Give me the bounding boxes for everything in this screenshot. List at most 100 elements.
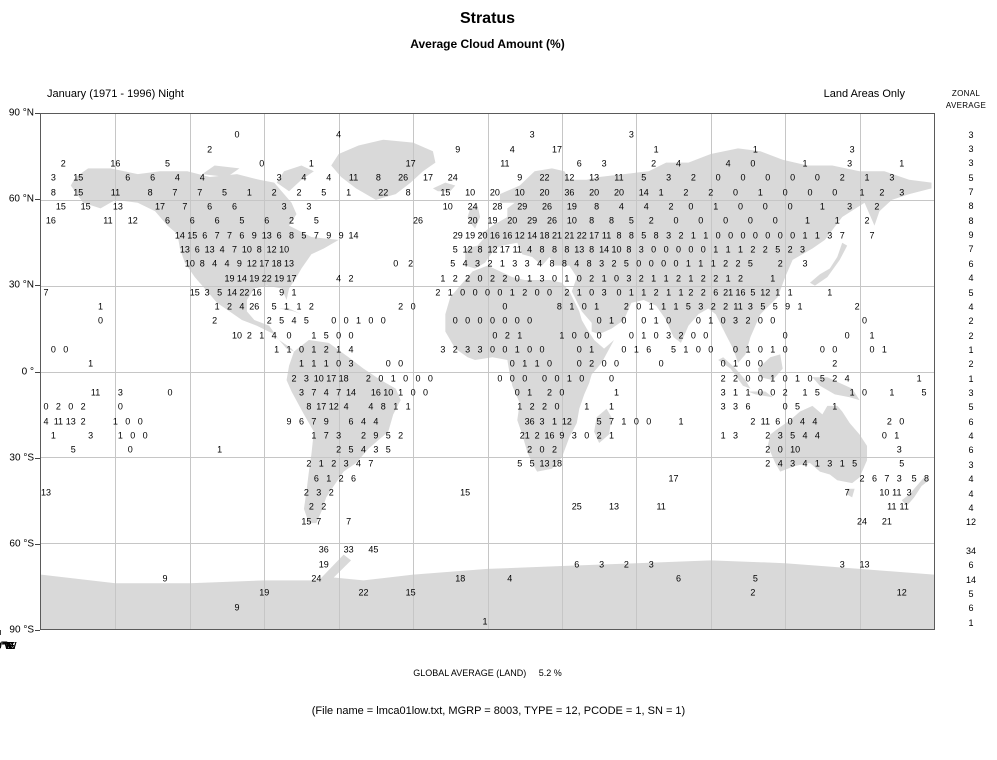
cloud-amount-value: 9	[559, 430, 565, 441]
cloud-amount-value: 0	[385, 358, 391, 369]
cloud-amount-value: 8	[551, 244, 557, 255]
cloud-amount-value: 24	[467, 201, 478, 212]
cloud-amount-value: 36	[318, 544, 329, 555]
cloud-amount-value: 0	[720, 358, 726, 369]
zonal-average-value: 12	[965, 517, 977, 528]
cloud-amount-value: 0	[765, 230, 771, 241]
cloud-amount-value: 1	[698, 258, 704, 269]
cloud-amount-value: 14	[599, 244, 610, 255]
cloud-amount-value: 0	[648, 258, 654, 269]
cloud-amount-value: 0	[502, 344, 508, 355]
cloud-amount-value: 0	[661, 258, 667, 269]
x-axis-label: 30 °E	[0, 641, 13, 652]
zonal-average-value: 5	[968, 402, 974, 413]
cloud-amount-value: 6	[313, 473, 319, 484]
landmass-victoria-island	[202, 165, 240, 177]
cloud-amount-value: 33	[343, 544, 354, 555]
cloud-amount-value: 3	[601, 158, 607, 169]
cloud-amount-value: 0	[117, 401, 123, 412]
x-axis-label: 0 °	[0, 641, 7, 652]
cloud-amount-value: 5	[313, 215, 319, 226]
cloud-amount-value: 4	[224, 258, 230, 269]
cloud-amount-value: 2	[854, 301, 860, 312]
cloud-amount-value: 2	[360, 430, 366, 441]
cloud-amount-value: 3	[475, 258, 481, 269]
cloud-amount-value: 16	[489, 230, 500, 241]
x-axis-label: 120 °E	[0, 641, 16, 652]
cloud-amount-value: 2	[291, 373, 297, 384]
cloud-amount-value: 2	[266, 315, 272, 326]
cloud-amount-value: 8	[589, 244, 595, 255]
cloud-amount-value: 9	[251, 230, 257, 241]
cloud-amount-value: 5	[385, 444, 391, 455]
cloud-amount-value: 1	[564, 273, 570, 283]
cloud-amount-value: 7	[336, 387, 342, 398]
cloud-amount-value: 13	[112, 201, 123, 212]
zonal-average-value: 3	[968, 129, 974, 140]
cloud-amount-value: 0	[782, 401, 788, 412]
zonal-average-value: 1	[968, 373, 974, 384]
cloud-amount-value: 4	[326, 172, 332, 183]
cloud-amount-value: 0	[527, 315, 533, 326]
cloud-amount-value: 8	[375, 172, 381, 183]
cloud-amount-value: 8	[256, 244, 262, 255]
cloud-amount-value: 3	[628, 129, 634, 140]
cloud-amount-value: 3	[336, 430, 342, 441]
cloud-amount-value: 3	[896, 444, 902, 455]
cloud-amount-value: 5	[239, 215, 245, 226]
x-axis-label: 60 °W	[0, 641, 14, 652]
cloud-amount-value: 0	[690, 330, 696, 341]
cloud-amount-value: 1	[296, 301, 302, 312]
cloud-amount-value: 3	[839, 559, 845, 570]
cloud-amount-value: 5	[795, 401, 801, 412]
cloud-amount-value: 1	[613, 387, 619, 398]
cloud-amount-value: 0	[862, 387, 868, 398]
cloud-amount-value: 8	[477, 244, 483, 255]
cloud-amount-value: 2	[710, 301, 716, 312]
cloud-amount-value: 5	[641, 172, 647, 183]
cloud-amount-value: 0	[862, 315, 868, 326]
cloud-amount-value: 5	[596, 416, 602, 427]
landmass-new-zealand	[901, 477, 930, 506]
cloud-amount-value: 7	[182, 201, 188, 212]
zonal-average-value: 5	[968, 172, 974, 183]
gridline-horizontal	[41, 199, 934, 201]
cloud-amount-value: 8	[586, 258, 592, 269]
cloud-amount-value: 1	[569, 301, 575, 312]
cloud-amount-value: 0	[137, 416, 143, 427]
cloud-amount-value: 1	[326, 473, 332, 484]
cloud-amount-value: 14	[226, 287, 238, 298]
cloud-amount-value: 11	[601, 230, 612, 241]
cloud-amount-value: 2	[207, 144, 213, 155]
cloud-amount-value: 3	[847, 201, 853, 212]
cloud-amount-value: 29	[527, 215, 538, 226]
cloud-amount-value: 36	[524, 416, 535, 427]
cloud-amount-value: 0	[613, 273, 619, 283]
cloud-amount-value: 29	[517, 201, 528, 212]
cloud-amount-value: 21	[519, 430, 530, 441]
cloud-amount-value: 1	[311, 344, 317, 355]
cloud-amount-value: 0	[460, 287, 466, 298]
global-average-label: GLOBAL AVERAGE (LAND)	[413, 668, 527, 678]
cloud-amount-value: 3	[373, 444, 379, 455]
cloud-amount-value: 5	[271, 301, 277, 312]
cloud-amount-value: 6	[351, 473, 357, 484]
cloud-amount-value: 3	[298, 387, 304, 398]
landmass-sumatra	[718, 357, 751, 389]
cloud-amount-value: 2	[738, 273, 744, 283]
cloud-amount-value: 6	[239, 230, 245, 241]
cloud-amount-value: 1	[527, 387, 533, 398]
cloud-amount-value: 0	[477, 273, 483, 283]
cloud-amount-value: 0	[63, 344, 69, 355]
cloud-amount-value: 2	[765, 444, 771, 455]
cloud-amount-value: 1	[551, 416, 557, 427]
cloud-amount-value: 2	[398, 430, 404, 441]
cloud-amount-value: 10	[184, 258, 195, 269]
cloud-amount-value: 6	[164, 215, 171, 226]
cloud-amount-value: 2	[782, 387, 788, 398]
cloud-amount-value: 4	[360, 444, 366, 455]
y-axis-tick	[35, 543, 40, 545]
cloud-amount-value: 1	[405, 401, 411, 412]
cloud-amount-value: 0	[807, 373, 813, 384]
